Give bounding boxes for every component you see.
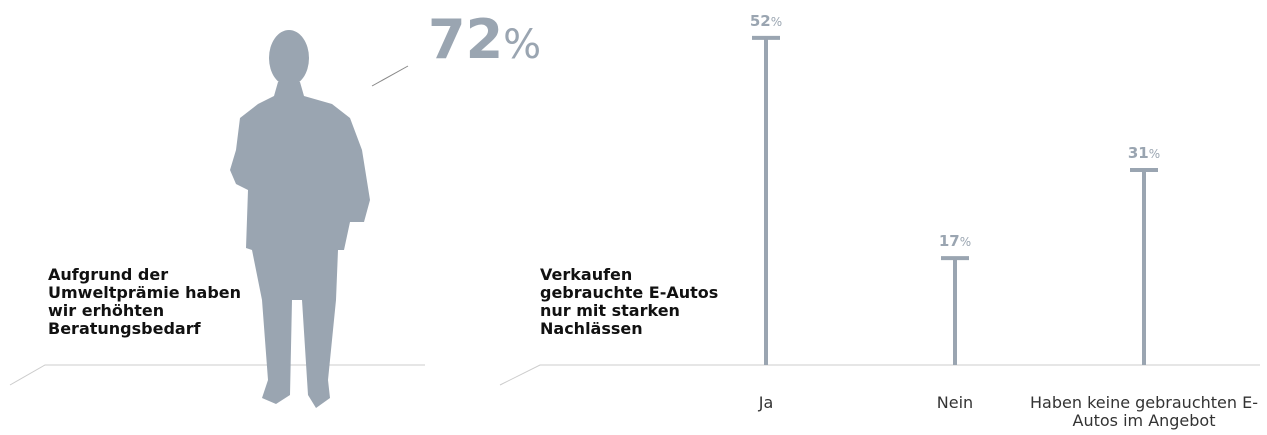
- stat-title: Aufgrund der Umweltprämie haben wir erhö…: [48, 265, 242, 338]
- person-silhouette: [230, 30, 370, 408]
- category-label: Haben keine gebrauchten E-Autos im Angeb…: [1030, 393, 1258, 430]
- pointer-line: [371, 65, 409, 87]
- value-label: 31%: [1128, 144, 1160, 162]
- value-label: 17%: [939, 232, 971, 250]
- person-part: [230, 82, 370, 408]
- baselines: [9, 364, 1260, 386]
- person-part: [269, 30, 309, 86]
- floor-left: [9, 364, 425, 386]
- chart-title: Verkaufen gebrauchte E-Autos nur mit sta…: [540, 265, 719, 338]
- floor-right: [499, 364, 1260, 386]
- value-label: 52%: [750, 12, 782, 30]
- category-label: Ja: [758, 393, 774, 412]
- stat-value: 72%: [428, 8, 541, 71]
- category-label: Nein: [936, 393, 974, 412]
